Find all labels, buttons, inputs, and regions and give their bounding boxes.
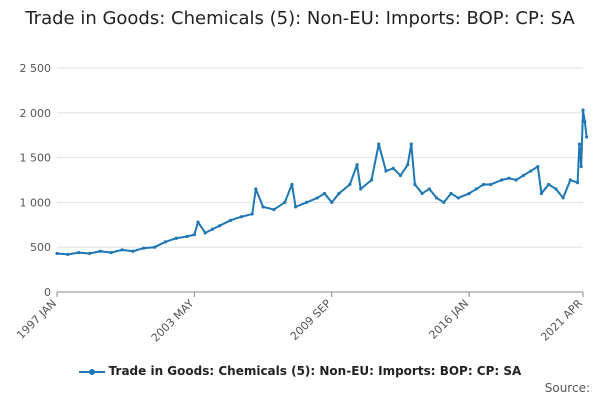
data-point <box>427 187 431 191</box>
data-point <box>585 135 589 139</box>
data-point <box>409 142 413 146</box>
chart-title: Trade in Goods: Chemicals (5): Non-EU: I… <box>25 8 575 29</box>
data-point <box>304 200 309 204</box>
data-point <box>87 251 92 256</box>
data-point <box>218 224 222 228</box>
x-tick-label: 1997 JAN <box>14 297 59 342</box>
data-point <box>406 163 410 167</box>
x-tick-label: 2003 MAY <box>149 297 197 345</box>
data-point <box>575 181 580 185</box>
data-point <box>539 191 544 196</box>
data-point <box>293 205 298 209</box>
data-point <box>203 231 207 235</box>
series-layer <box>55 108 589 256</box>
data-point <box>384 169 388 173</box>
source-label: Source: <box>544 381 590 395</box>
data-point <box>528 169 533 173</box>
data-point <box>568 178 572 182</box>
data-point <box>254 187 258 191</box>
x-tick-label: 2021 APR <box>538 297 585 344</box>
data-point <box>55 251 59 256</box>
data-point <box>547 182 551 187</box>
y-tick-label: 500 <box>30 241 51 254</box>
data-point <box>413 182 417 187</box>
data-point <box>337 191 341 196</box>
data-point <box>554 187 558 191</box>
data-point <box>467 191 471 196</box>
y-tick-label: 2 500 <box>20 62 52 75</box>
data-point <box>109 250 113 255</box>
data-point <box>442 200 446 204</box>
data-point <box>322 191 327 196</box>
data-point <box>577 142 581 146</box>
data-point <box>131 249 135 253</box>
data-point <box>449 191 453 196</box>
data-point <box>500 178 504 182</box>
y-tick-label: 1 000 <box>20 196 52 209</box>
data-point <box>272 207 276 212</box>
data-point <box>521 173 525 178</box>
data-point <box>579 164 583 169</box>
data-point <box>489 182 493 187</box>
data-point <box>290 182 294 187</box>
data-point <box>98 249 102 253</box>
data-point <box>210 227 215 231</box>
data-point <box>77 250 81 255</box>
x-tick-label: 2016 JAN <box>426 297 471 342</box>
data-point <box>514 178 518 182</box>
data-point <box>369 178 374 182</box>
data-point <box>536 164 540 169</box>
data-point <box>228 218 233 222</box>
data-point <box>185 234 189 239</box>
data-point <box>142 246 146 250</box>
axes: 0 500 1 000 1 500 2 000 2 500 1997 JAN 2003 MAY… <box>14 62 585 345</box>
data-point <box>474 187 478 191</box>
data-point <box>507 176 511 180</box>
data-point <box>196 220 200 224</box>
data-point <box>250 212 254 216</box>
legend-swatch-icon <box>78 368 105 375</box>
y-tick-label: 2 000 <box>20 107 52 120</box>
data-point <box>581 108 585 112</box>
data-point <box>391 166 395 170</box>
legend[interactable]: Trade in Goods: Chemicals (5): Non-EU: I… <box>0 364 600 378</box>
series-line <box>56 109 588 256</box>
data-point <box>261 205 265 209</box>
data-point <box>66 252 70 256</box>
data-point <box>583 120 587 124</box>
data-point <box>174 236 178 240</box>
data-point <box>283 200 287 204</box>
y-tick-label: 0 <box>44 286 51 299</box>
data-point <box>239 215 243 219</box>
data-point <box>355 163 359 167</box>
legend-label: Trade in Goods: Chemicals (5): Non-EU: I… <box>108 364 522 378</box>
data-point <box>456 196 460 200</box>
data-point <box>330 200 334 204</box>
data-point <box>481 182 486 187</box>
data-point <box>359 187 363 191</box>
x-tick-label: 2009 SEP <box>288 297 334 343</box>
data-point <box>434 196 439 200</box>
y-tick-label: 1 500 <box>20 152 52 165</box>
data-point <box>420 191 424 196</box>
data-point <box>192 233 196 237</box>
data-point <box>348 182 352 187</box>
data-point <box>561 196 565 200</box>
data-point <box>153 245 157 249</box>
data-point <box>377 142 381 146</box>
data-point <box>398 173 403 178</box>
data-point <box>120 248 124 252</box>
data-point <box>163 240 168 244</box>
data-point <box>315 196 319 200</box>
